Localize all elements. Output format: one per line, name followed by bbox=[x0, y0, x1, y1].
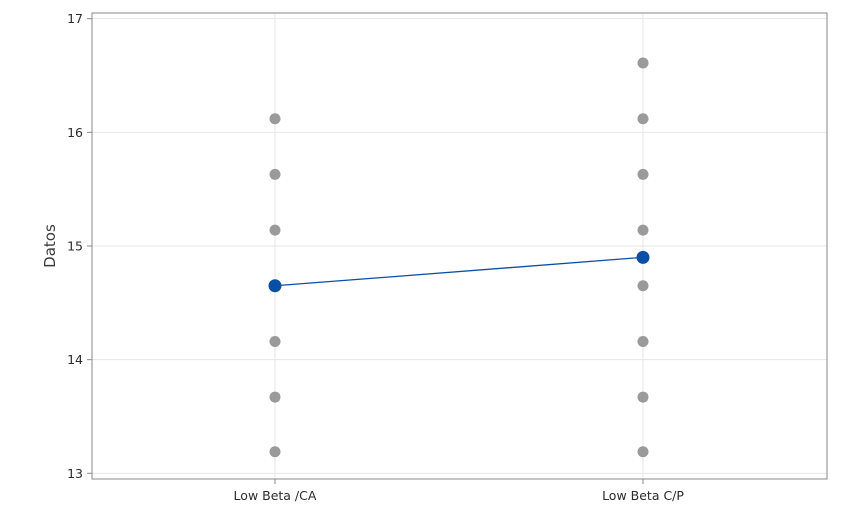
y-tick-label: 16 bbox=[67, 125, 83, 140]
y-tick-label: 17 bbox=[67, 11, 83, 26]
grid-lines bbox=[92, 13, 827, 479]
data-point bbox=[269, 113, 281, 125]
y-tick-label: 13 bbox=[67, 466, 83, 481]
data-point bbox=[637, 113, 649, 125]
data-point bbox=[637, 446, 649, 458]
mean-line bbox=[274, 256, 644, 287]
y-tick-label: 14 bbox=[67, 352, 83, 367]
x-tick-label: Low Beta C/P bbox=[602, 488, 684, 503]
data-point bbox=[637, 391, 649, 403]
y-axis-title: Datos bbox=[41, 224, 59, 268]
data-point bbox=[637, 168, 649, 180]
x-tick-label: Low Beta /CA bbox=[234, 488, 317, 503]
data-point bbox=[637, 224, 649, 236]
data-point bbox=[269, 168, 281, 180]
data-point bbox=[269, 224, 281, 236]
data-point bbox=[269, 446, 281, 458]
mean-point bbox=[636, 250, 650, 264]
data-point bbox=[637, 280, 649, 292]
data-point bbox=[637, 335, 649, 347]
mean-point bbox=[268, 279, 282, 293]
mean-connect-line bbox=[268, 250, 650, 293]
axes: 13 14 15 16 17 Low Beta /CA Low Beta C/P bbox=[67, 11, 684, 503]
data-point bbox=[637, 57, 649, 69]
data-point bbox=[269, 391, 281, 403]
y-tick-label: 15 bbox=[67, 239, 83, 254]
data-points bbox=[269, 57, 649, 458]
data-point bbox=[269, 335, 281, 347]
